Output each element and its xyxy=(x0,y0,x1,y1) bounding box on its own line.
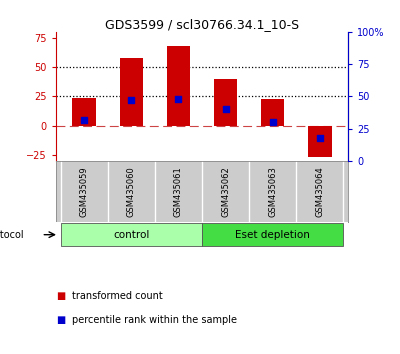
Point xyxy=(222,107,229,112)
Text: control: control xyxy=(113,230,150,240)
Text: protocol: protocol xyxy=(0,230,24,240)
Title: GDS3599 / scl30766.34.1_10-S: GDS3599 / scl30766.34.1_10-S xyxy=(105,18,299,31)
Bar xyxy=(261,99,284,126)
FancyBboxPatch shape xyxy=(202,223,343,246)
Point xyxy=(175,96,182,102)
Text: percentile rank within the sample: percentile rank within the sample xyxy=(72,315,237,325)
FancyBboxPatch shape xyxy=(61,223,202,246)
Text: ■: ■ xyxy=(56,315,65,325)
Text: GSM435060: GSM435060 xyxy=(127,166,136,217)
Text: Eset depletion: Eset depletion xyxy=(235,230,310,240)
Text: GSM435064: GSM435064 xyxy=(315,166,324,217)
Point xyxy=(270,119,276,125)
Point xyxy=(316,135,323,141)
Bar xyxy=(214,79,237,126)
Bar xyxy=(72,98,96,126)
Text: GSM435059: GSM435059 xyxy=(80,166,89,217)
Text: ■: ■ xyxy=(56,291,65,301)
Text: transformed count: transformed count xyxy=(72,291,163,301)
Text: GSM435061: GSM435061 xyxy=(174,166,183,217)
Text: GSM435063: GSM435063 xyxy=(268,166,277,217)
Text: GSM435062: GSM435062 xyxy=(221,166,230,217)
Point xyxy=(128,97,134,103)
Bar xyxy=(167,46,190,126)
Point xyxy=(81,117,88,122)
Bar xyxy=(308,126,332,158)
Bar xyxy=(120,58,143,126)
